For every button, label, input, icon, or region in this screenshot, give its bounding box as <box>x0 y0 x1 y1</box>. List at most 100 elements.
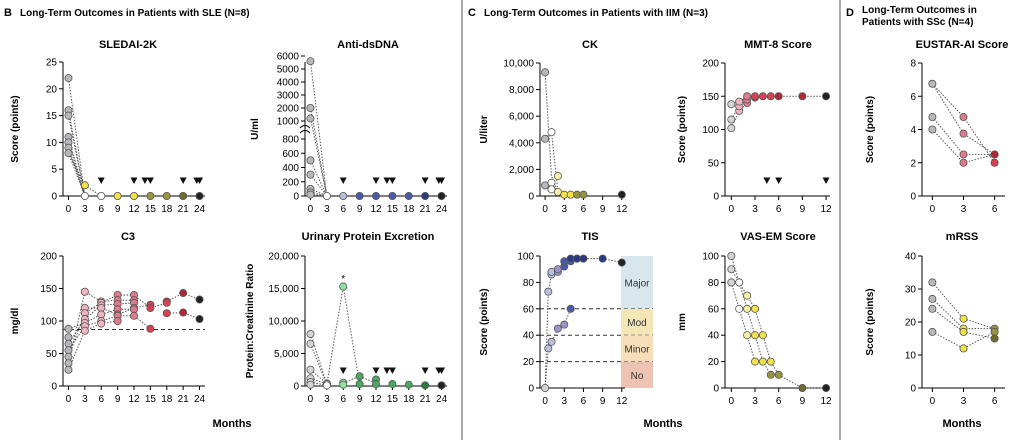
sledai-point-7 <box>80 191 89 200</box>
sledai-point-12 <box>146 191 155 200</box>
c3-series-line-0 <box>68 308 134 330</box>
tis-band-2 <box>621 335 653 362</box>
sledai-arrow-marker-1 <box>130 177 138 184</box>
tis-point-3 <box>547 337 556 346</box>
c3-point-27 <box>113 316 122 325</box>
sledai-ytick-label-4: 20 <box>46 84 58 95</box>
urine-ytick-label-2: 10,000 <box>268 317 299 328</box>
vasem-xtick-label-3: 9 <box>800 396 806 407</box>
dsdna-xtick-label-5: 15 <box>387 204 399 215</box>
vasem-point-9 <box>751 304 760 313</box>
tis-point-6 <box>553 324 562 333</box>
sledai-xtick-label-3: 9 <box>115 204 121 215</box>
vasem-point-4 <box>735 278 744 287</box>
dsdna-ytick-label-8: 4000 <box>277 78 300 89</box>
urine-point-9 <box>339 282 348 291</box>
section-b-xlabel: Months <box>212 418 251 430</box>
sledai-arrow-marker-2 <box>141 177 149 184</box>
sledai-title: SLEDAI-2K <box>99 39 157 51</box>
c3-point-0 <box>64 324 73 333</box>
mmt8-arrow-marker-1 <box>775 177 783 184</box>
urine-point-0 <box>306 329 315 338</box>
c3-title: C3 <box>121 231 135 243</box>
urine-title: Urinary Protein Excretion <box>302 231 435 243</box>
urine-ytick-label-3: 15,000 <box>268 284 299 295</box>
mrss-title: mRSS <box>946 231 978 243</box>
mrss-point-1 <box>928 294 937 303</box>
mmt8-xtick-label-0: 0 <box>729 204 735 215</box>
urine-arrow-marker-1 <box>372 367 380 374</box>
dsdna-ytick-label-1: 200 <box>282 177 299 188</box>
dsdna-ytick-label-2: 400 <box>282 163 299 174</box>
dsdna-point-8 <box>322 191 331 200</box>
eustar-point-0 <box>928 79 937 88</box>
tis-band-1 <box>621 308 653 336</box>
urine-arrow-marker-3 <box>388 367 396 374</box>
mmt8-point-10 <box>751 92 760 101</box>
eustar-point-5 <box>959 150 968 159</box>
eustar-ytick-label-1: 2 <box>910 158 916 169</box>
c3-xtick-label-8: 24 <box>194 394 206 405</box>
mrss-series-line-1 <box>932 298 995 330</box>
vasem-xtick-label-4: 12 <box>820 396 832 407</box>
mmt8-arrow-marker-2 <box>822 177 830 184</box>
c3-point-43 <box>195 315 204 324</box>
dsdna-point-15 <box>437 191 446 200</box>
mmt8-xtick-label-1: 3 <box>752 204 758 215</box>
eustar-ytick-label-0: 0 <box>910 192 916 203</box>
tis-xtick-label-4: 12 <box>616 396 628 407</box>
urine-point-19 <box>437 381 446 390</box>
tis-point-9 <box>560 320 569 329</box>
dsdna-point-12 <box>388 191 397 200</box>
mmt8-ytick-label-2: 100 <box>702 125 719 136</box>
ck-point-6 <box>553 172 562 181</box>
section-d-title-line1: Long-Term Outcomes in <box>862 5 977 16</box>
c3-point-40 <box>179 289 188 298</box>
dsdna-xtick-label-2: 6 <box>340 204 346 215</box>
urine-point-15 <box>371 380 380 389</box>
eustar-ylabel: Score (points) <box>865 96 876 163</box>
eustar-ytick-label-3: 6 <box>910 92 916 103</box>
sledai-ytick-label-5: 25 <box>46 58 58 69</box>
mmt8-ytick-label-0: 0 <box>713 192 719 203</box>
section-c-letter: C <box>468 7 476 19</box>
ck-point-12 <box>617 190 626 199</box>
tis-ytick-label-1: 20 <box>523 357 535 368</box>
mrss-point-7 <box>959 344 968 353</box>
vasem-point-15 <box>766 370 775 379</box>
mrss-point-9 <box>990 327 999 336</box>
sledai-point-15 <box>195 191 204 200</box>
eustar-point-9 <box>990 150 999 159</box>
urine-point-12 <box>355 372 364 381</box>
vasem-ytick-label-3: 60 <box>708 304 720 315</box>
section-d-xlabel: Months <box>942 418 981 430</box>
urine-arrow-marker-2 <box>383 367 391 374</box>
panel-vasem: VAS-EM Score mm 0 20 40 60 80 100 0 3 6 9 12 <box>677 231 832 407</box>
tis-ytick-label-0: 0 <box>528 384 534 395</box>
vasem-ytick-label-1: 20 <box>708 357 720 368</box>
mrss-point-6 <box>959 327 968 336</box>
mrss-point-2 <box>928 304 937 313</box>
c3-xtick-label-4: 12 <box>128 394 140 405</box>
dsdna-xtick-label-0: 0 <box>308 204 314 215</box>
urine-point-13 <box>355 380 364 389</box>
tis-point-16 <box>579 254 588 263</box>
dsdna-point-3 <box>306 156 315 165</box>
urine-ytick-label-1: 5,000 <box>274 349 299 360</box>
tis-band-0 <box>621 256 653 309</box>
dsdna-point-14 <box>421 191 430 200</box>
eustar-xtick-label-0: 0 <box>930 204 936 215</box>
c3-xtick-label-0: 0 <box>66 394 72 405</box>
mmt8-point-13 <box>774 92 783 101</box>
vasem-point-11 <box>751 357 760 366</box>
vasem-point-7 <box>743 304 752 313</box>
tis-point-12 <box>566 304 575 313</box>
tis-band-label-3: No <box>631 371 644 382</box>
urine-point-8 <box>322 381 331 390</box>
mrss-point-3 <box>928 327 937 336</box>
vasem-xtick-label-0: 0 <box>729 396 735 407</box>
dsdna-point-7 <box>306 190 315 199</box>
c3-point-20 <box>97 319 106 328</box>
sledai-xtick-label-6: 18 <box>161 204 173 215</box>
